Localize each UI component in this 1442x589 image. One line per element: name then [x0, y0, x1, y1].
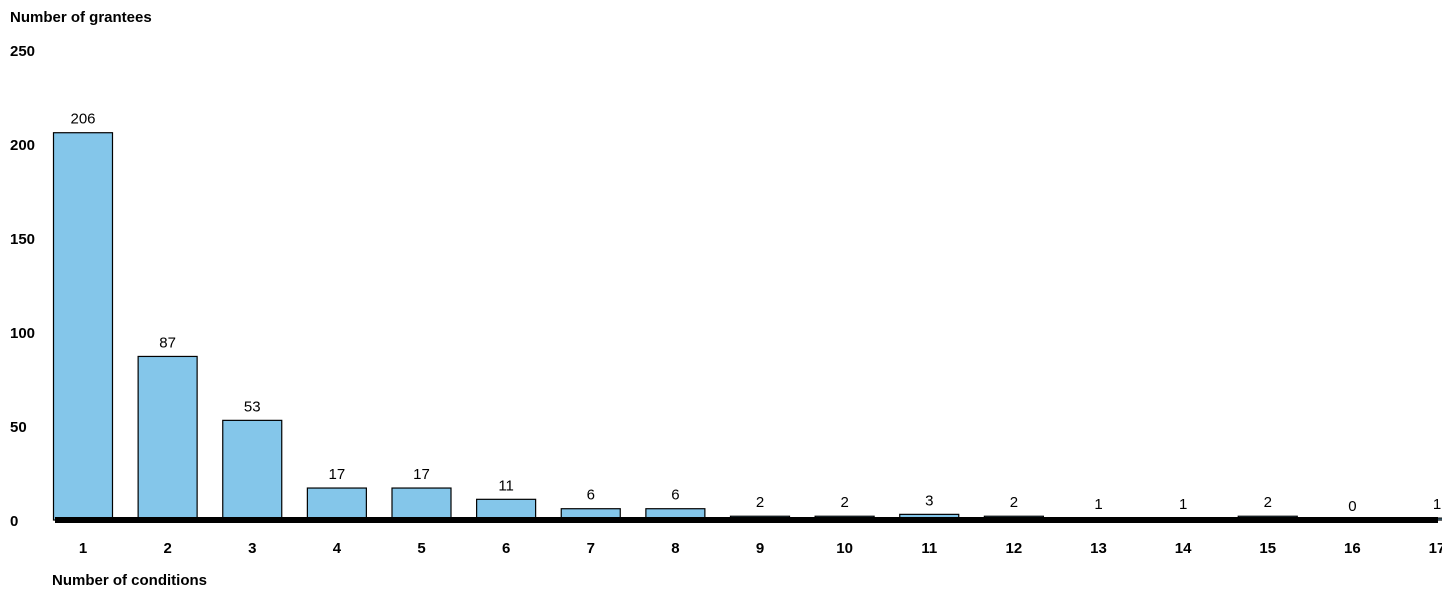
x-tick-label: 13 — [1090, 540, 1107, 557]
y-tick-label: 100 — [10, 325, 35, 342]
bars-group — [52, 132, 1442, 521]
x-tick-label: 9 — [756, 540, 764, 557]
y-tick-label: 200 — [10, 137, 35, 154]
data-label: 2 — [840, 494, 848, 511]
data-label: 0 — [1348, 498, 1356, 515]
data-label: 1 — [1433, 496, 1441, 513]
data-label: 2 — [756, 494, 764, 511]
x-tick-label: 5 — [417, 540, 425, 557]
data-label: 1 — [1179, 496, 1187, 513]
data-label: 2 — [1264, 494, 1272, 511]
y-tick-label: 150 — [10, 231, 35, 248]
x-tick-label: 12 — [1006, 540, 1023, 557]
x-tick-label: 16 — [1344, 540, 1361, 557]
x-tick-label: 4 — [333, 540, 342, 557]
x-tick-label: 15 — [1259, 540, 1276, 557]
x-tick-label: 17 — [1429, 540, 1442, 557]
bar — [391, 487, 452, 521]
y-tick-label: 0 — [10, 513, 18, 530]
x-tick-label: 11 — [921, 540, 937, 557]
data-label: 6 — [671, 487, 679, 504]
data-label: 3 — [925, 492, 933, 509]
data-label: 11 — [498, 477, 514, 494]
bar — [52, 132, 114, 521]
data-label: 206 — [70, 111, 95, 128]
x-tick-label: 14 — [1175, 540, 1192, 557]
bar — [137, 355, 198, 521]
y-tick-label: 250 — [10, 43, 35, 60]
y-axis-ticks: 0 50 100 150 200 250 — [10, 43, 35, 530]
data-label: 87 — [159, 334, 176, 351]
x-tick-label: 3 — [248, 540, 256, 557]
x-tick-label: 2 — [163, 540, 171, 557]
x-axis-title: Number of conditions — [52, 572, 207, 589]
data-label: 17 — [329, 466, 346, 483]
x-tick-label: 10 — [836, 540, 853, 557]
data-label: 1 — [1094, 496, 1102, 513]
data-label: 17 — [413, 466, 430, 483]
bar — [222, 419, 283, 521]
y-tick-label: 50 — [10, 419, 27, 436]
x-tick-label: 7 — [587, 540, 595, 557]
bar — [476, 498, 537, 521]
x-tick-label: 6 — [502, 540, 510, 557]
data-label: 53 — [244, 398, 261, 415]
y-axis-title: Number of grantees — [10, 9, 152, 26]
data-label: 6 — [587, 487, 595, 504]
x-axis-ticks: 1 2 3 4 5 6 7 8 9 10 11 12 13 14 15 16 17 — [79, 540, 1442, 557]
bar — [306, 487, 367, 521]
x-tick-label: 1 — [79, 540, 87, 557]
data-label: 2 — [1010, 494, 1018, 511]
x-tick-label: 8 — [671, 540, 679, 557]
